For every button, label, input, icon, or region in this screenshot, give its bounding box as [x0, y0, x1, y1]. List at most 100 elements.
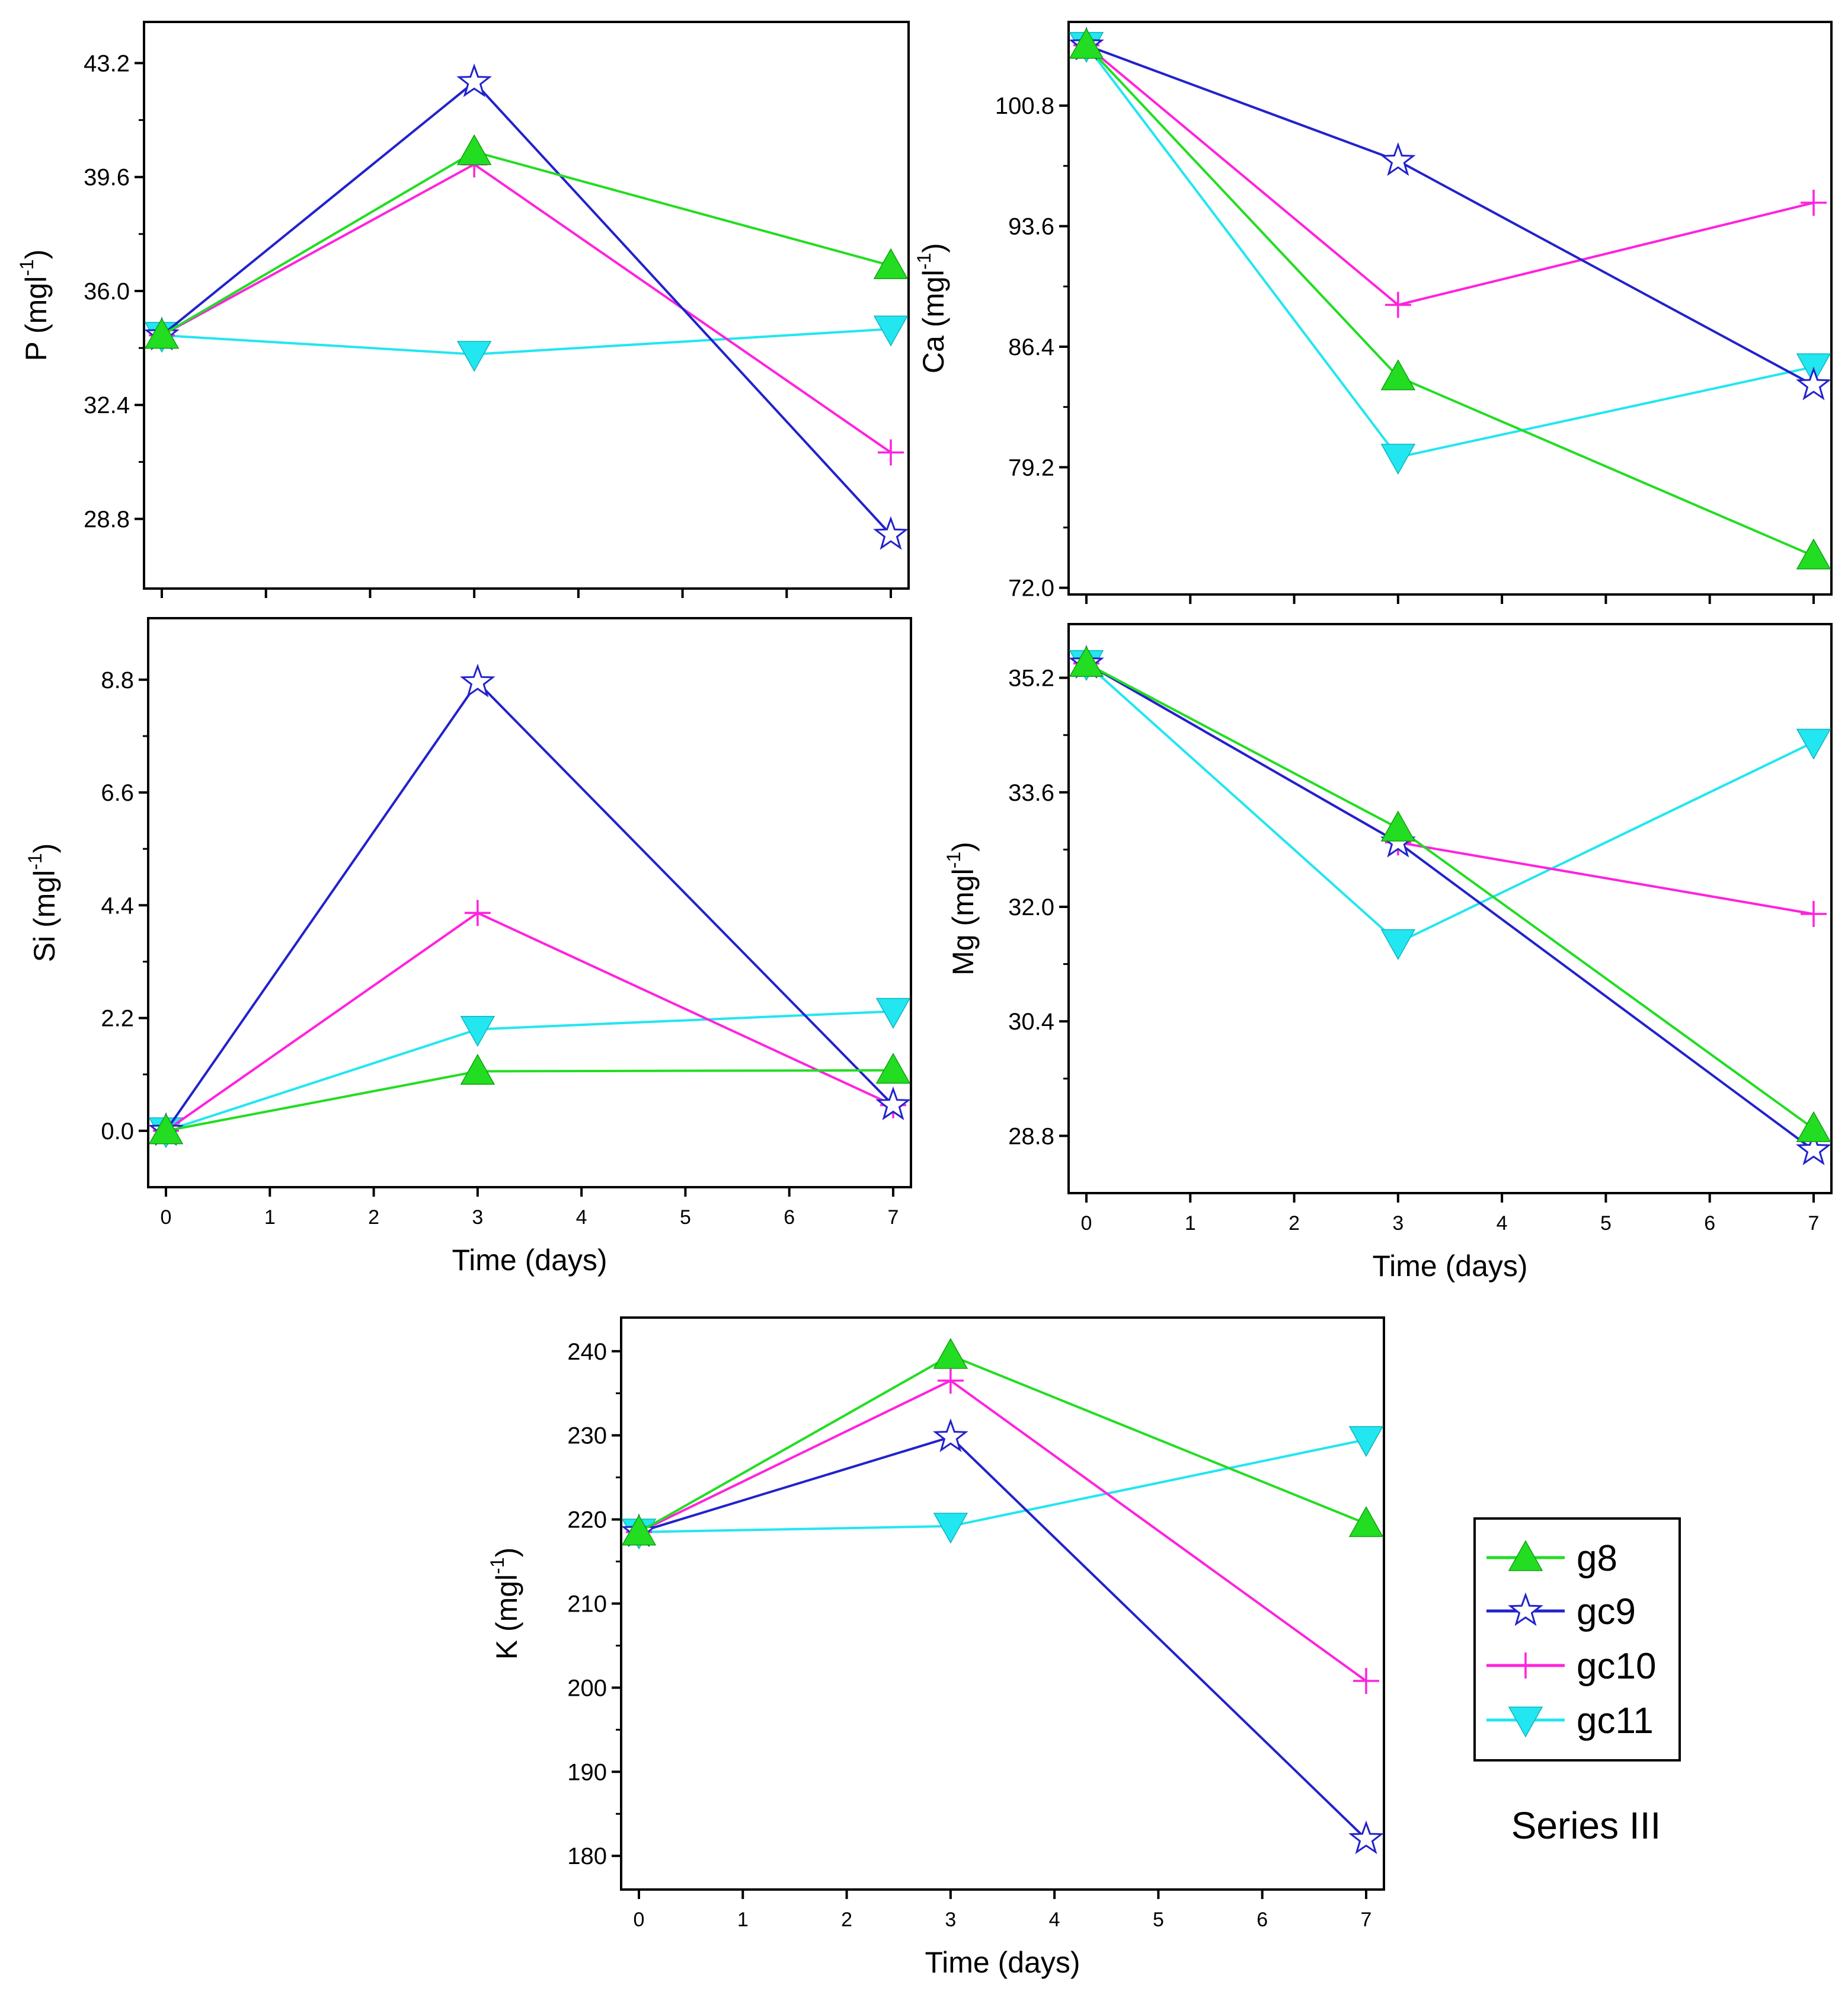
marker-gc11 — [1380, 443, 1416, 475]
legend-entry-g8: g8 — [1486, 1538, 1617, 1579]
marker-gc11 — [460, 1016, 495, 1047]
chart-p: 28.8 32.4 36.0 39.6 43.2 P (mgl-1) — [16, 21, 910, 598]
marker-g8 — [1796, 1111, 1831, 1142]
x-tick-label: 2 — [368, 1206, 379, 1229]
chart-k: 180 190 200 210 220 230 240 0 1 2 3 4 5 6 7 Time (days)… — [487, 1316, 1385, 1979]
y-axis-unit-close: ) — [947, 842, 980, 852]
marker-gc9 — [1796, 366, 1831, 401]
marker-gc10 — [1353, 1668, 1379, 1695]
y-tick-label: 35.2 — [1008, 666, 1054, 692]
chart-ca: 72.0 79.2 86.4 93.6 100.8 Ca (mgl-1) — [913, 21, 1833, 604]
x-tick-label: 2 — [841, 1909, 852, 1931]
y-axis-unit: (mgl — [28, 870, 61, 928]
y-axis-unit-sup: -1 — [487, 1557, 508, 1574]
y-tick-label: 6.6 — [101, 780, 134, 806]
legend-label-gc10: gc10 — [1577, 1646, 1656, 1687]
x-axis-label: Time (days) — [452, 1243, 607, 1277]
x-tick-label: 3 — [945, 1909, 956, 1931]
y-axis-unit-sup: -1 — [913, 253, 935, 270]
y-axis-element: Ca — [917, 327, 950, 373]
x-tick-label: 0 — [634, 1909, 645, 1931]
x-tick-label: 5 — [1600, 1212, 1612, 1235]
marker-g8 — [621, 1514, 657, 1546]
marker-g8 — [1380, 810, 1416, 842]
marker-gc10 — [1801, 901, 1827, 928]
marker-gc11 — [933, 1513, 968, 1544]
y-axis-unit: (mgl — [490, 1574, 523, 1632]
x-tick-label: 7 — [1808, 1212, 1820, 1235]
x-tick-label: 1 — [737, 1909, 749, 1931]
y-tick-label: 100.8 — [995, 93, 1054, 119]
series-label: Series III — [1511, 1804, 1661, 1847]
x-tick-label: 3 — [472, 1206, 483, 1229]
marker-gc11 — [456, 341, 492, 372]
x-tick-label: 7 — [1361, 1909, 1372, 1931]
marker-g8 — [144, 318, 180, 349]
marker-gc9 — [932, 1418, 968, 1453]
x-tick-label: 2 — [1289, 1212, 1300, 1235]
legend-entries: g8 gc9 gc10 gc11 — [1486, 1538, 1656, 1741]
y-tick-label: 32.4 — [84, 392, 130, 418]
marker-g8 — [1380, 359, 1416, 391]
y-axis-unit: (mgl — [917, 270, 950, 327]
y-tick-label: 33.6 — [1008, 780, 1054, 806]
y-tick-label: 0.0 — [101, 1118, 134, 1145]
y-tick-label: 240 — [567, 1339, 607, 1365]
x-tick-label: 0 — [161, 1206, 172, 1229]
y-axis-unit-sup: -1 — [16, 259, 37, 276]
y-tick-label: 93.6 — [1008, 214, 1054, 240]
legend-entry-gc9: gc9 — [1486, 1591, 1636, 1632]
marker-gc11 — [875, 998, 911, 1029]
legend-label-g8: g8 — [1577, 1538, 1617, 1579]
y-tick-label: 230 — [567, 1423, 607, 1449]
y-tick-label: 39.6 — [84, 165, 130, 191]
legend-marker-gc10 — [1513, 1652, 1539, 1679]
marker-g8 — [1069, 645, 1104, 677]
plot-frame — [1067, 21, 1833, 596]
y-tick-label: 190 — [567, 1759, 607, 1785]
marker-gc10 — [464, 900, 491, 926]
y-tick-label: 4.4 — [101, 893, 134, 919]
y-tick-label: 180 — [567, 1843, 607, 1869]
marker-g8 — [1069, 28, 1104, 59]
y-tick-label: 43.2 — [84, 50, 130, 76]
y-axis-label: Mg (mgl-1) — [943, 842, 980, 976]
marker-gc11 — [873, 315, 909, 347]
y-tick-label: 8.8 — [101, 667, 134, 693]
plot-frame — [147, 617, 912, 1188]
x-tick-label: 3 — [1392, 1212, 1403, 1235]
x-tick-label: 4 — [1049, 1909, 1060, 1931]
legend-entry-gc11: gc11 — [1486, 1700, 1654, 1741]
x-tick-label: 5 — [680, 1206, 691, 1229]
y-tick-label: 72.0 — [1008, 576, 1054, 602]
y-axis-label: K (mgl-1) — [487, 1548, 523, 1660]
y-tick-label: 86.4 — [1008, 334, 1054, 360]
legend-entry-gc10: gc10 — [1486, 1646, 1656, 1687]
marker-gc10 — [878, 439, 904, 466]
legend-label-gc9: gc9 — [1577, 1591, 1636, 1632]
y-axis-element: K — [490, 1632, 523, 1660]
marker-g8 — [148, 1113, 184, 1145]
y-axis-unit-sup: -1 — [24, 853, 46, 869]
y-tick-label: 79.2 — [1008, 455, 1054, 481]
marker-gc11 — [1380, 929, 1416, 960]
y-tick-label: 2.2 — [101, 1006, 134, 1032]
x-tick-label: 7 — [888, 1206, 899, 1229]
marker-gc10 — [1385, 292, 1411, 318]
y-axis-unit-close: ) — [28, 843, 61, 853]
y-tick-label: 30.4 — [1008, 1009, 1054, 1035]
marker-gc9 — [456, 63, 493, 97]
x-tick-label: 1 — [1185, 1212, 1196, 1235]
chart-mg: 28.8 30.4 32.0 33.6 35.2 0 1 2 3 4 5 6 7 Time (days) M… — [943, 623, 1833, 1283]
marker-gc9 — [875, 1086, 911, 1121]
marker-g8 — [456, 134, 492, 165]
y-axis-unit: (mgl — [947, 868, 980, 926]
x-tick-label: 5 — [1153, 1909, 1164, 1931]
y-axis-element: Si — [28, 928, 61, 962]
marker-g8 — [1348, 1506, 1384, 1537]
marker-gc10 — [937, 1367, 964, 1394]
legend-marker-g8 — [1508, 1540, 1543, 1571]
x-tick-label: 4 — [576, 1206, 587, 1229]
legend: g8 gc9 gc10 gc11 — [1473, 1517, 1681, 1762]
y-axis-element: P — [20, 334, 53, 361]
